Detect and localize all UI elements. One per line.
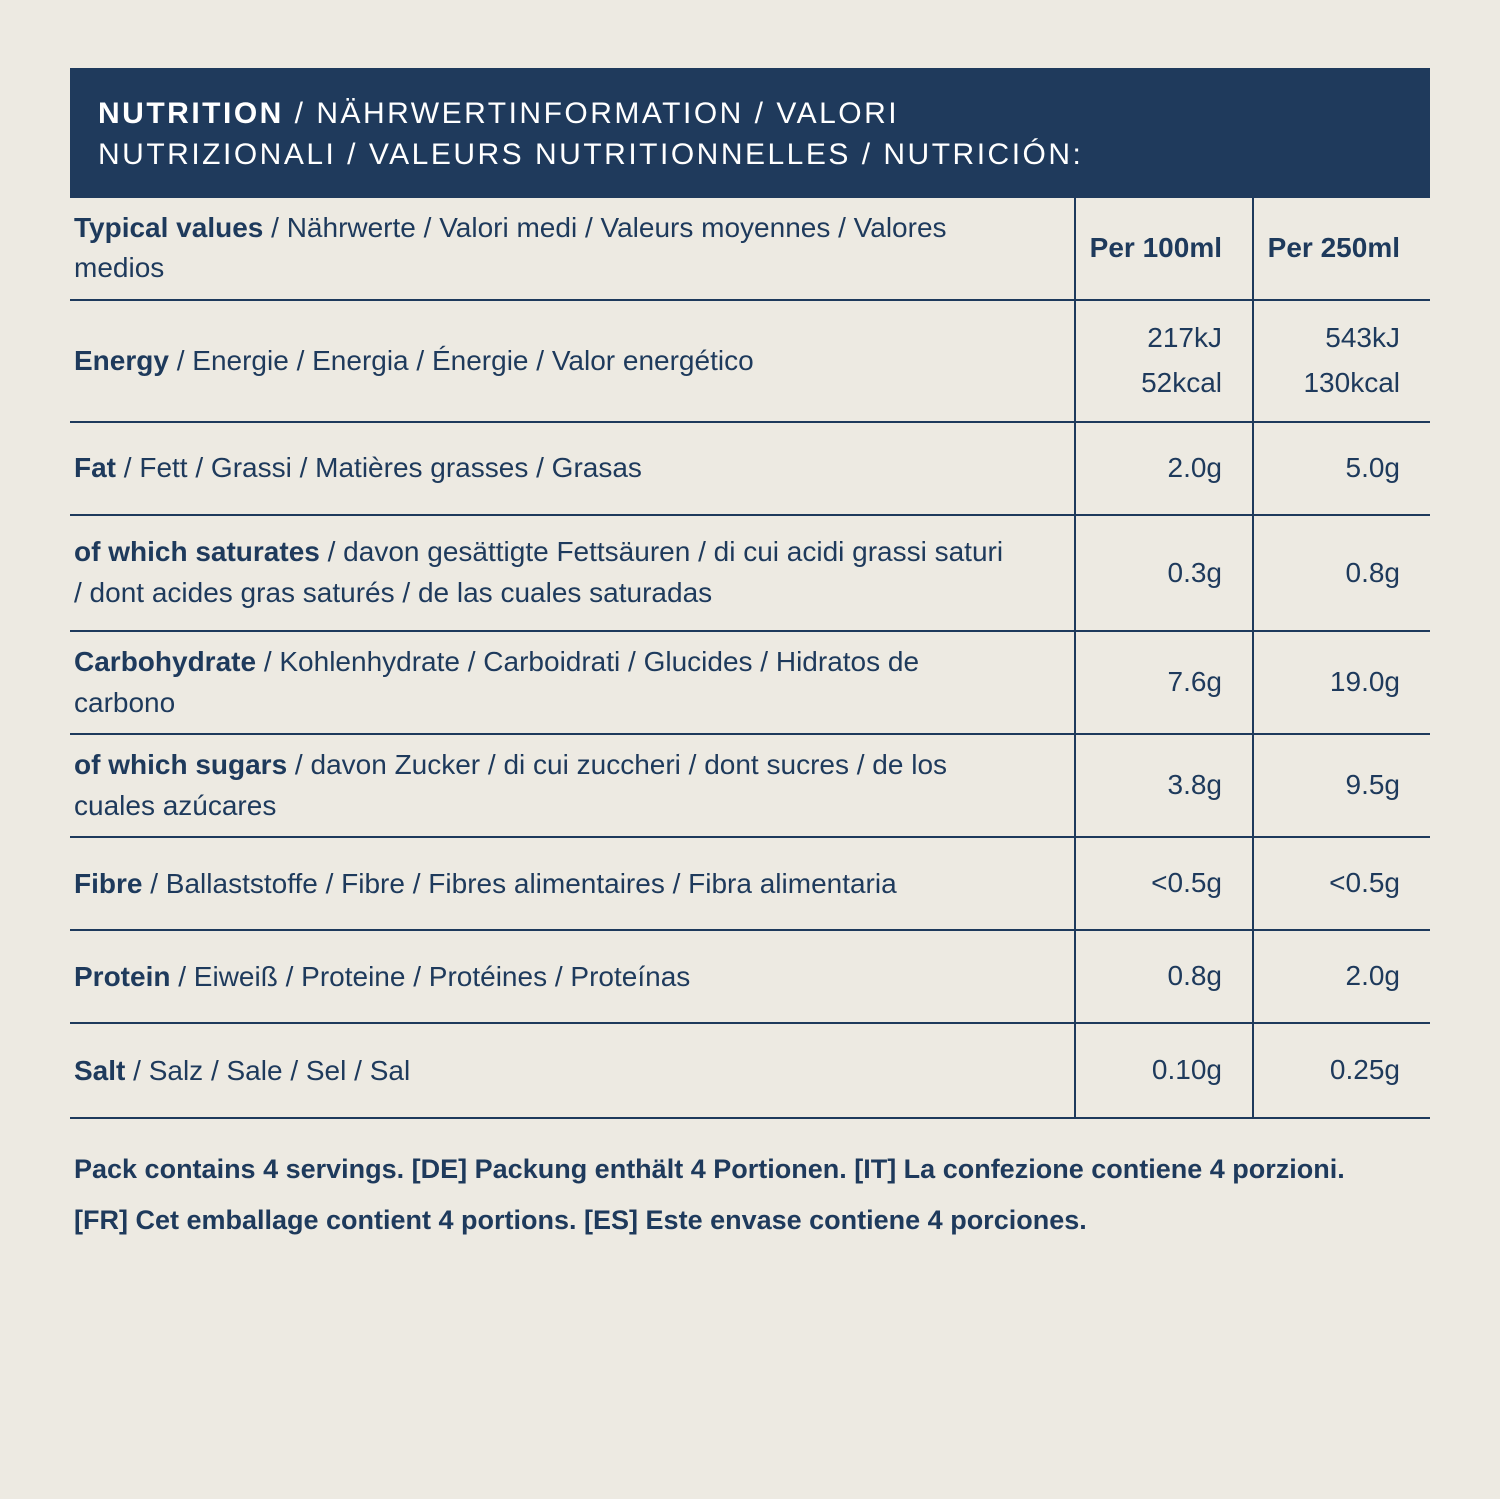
value-per250ml: 2.0g bbox=[1252, 931, 1430, 1023]
serving-note-line2: [FR] Cet emballage contient 4 portions. … bbox=[74, 1204, 1087, 1235]
value-per100ml: 7.6g bbox=[1074, 631, 1252, 734]
value-per100ml: 2.0g bbox=[1074, 422, 1252, 514]
serving-note-line1: Pack contains 4 servings. [DE] Packung e… bbox=[74, 1154, 1345, 1185]
serving-notes: Pack contains 4 servings. [DE] Packung e… bbox=[70, 1147, 1430, 1242]
row-label: Fibre / Ballaststoffe / Fibre / Fibres a… bbox=[74, 867, 897, 899]
value-per250ml: 0.25g bbox=[1252, 1024, 1430, 1118]
label-content: NUTRITION / NÄHRWERTINFORMATION / VALORI… bbox=[70, 68, 1430, 1248]
table-header-row: Typical values / Nährwerte / Valori medi… bbox=[70, 197, 1430, 301]
nutrition-title-bold: NUTRITION bbox=[98, 97, 284, 130]
row-label: Salt / Salz / Sale / Sel / Sal bbox=[74, 1054, 411, 1086]
table-row-fibre: Fibre / Ballaststoffe / Fibre / Fibres a… bbox=[70, 838, 1430, 932]
value-per100ml: 217kJ 52kcal bbox=[1074, 300, 1252, 421]
value-per250ml: <0.5g bbox=[1252, 838, 1430, 930]
value-per250ml: 0.8g bbox=[1252, 515, 1430, 630]
value-per250ml: 19.0g bbox=[1252, 631, 1430, 734]
header-label-bold: Typical values bbox=[74, 211, 264, 243]
row-label: Carbohydrate / Kohlenhydrate / Carboidra… bbox=[74, 645, 920, 718]
column-header-per100ml: Per 100ml bbox=[1074, 197, 1252, 299]
value-per250ml: 5.0g bbox=[1252, 422, 1430, 514]
value-per100ml: <0.5g bbox=[1074, 838, 1252, 930]
row-label: Fat / Fett / Grassi / Matières grasses /… bbox=[74, 452, 642, 484]
value-per250ml: 9.5g bbox=[1252, 735, 1430, 837]
column-header-per250ml: Per 250ml bbox=[1252, 197, 1430, 299]
nutrition-header-bar: NUTRITION / NÄHRWERTINFORMATION / VALORI… bbox=[70, 68, 1430, 198]
row-label: Protein / Eiweiß / Proteine / Protéines … bbox=[74, 960, 691, 992]
table-row-protein: Protein / Eiweiß / Proteine / Protéines … bbox=[70, 931, 1430, 1025]
value-per100ml: 0.8g bbox=[1074, 931, 1252, 1023]
table-row-saturates: of which saturates / davon gesättigte Fe… bbox=[70, 515, 1430, 632]
header-label: Typical values / Nährwerte / Valori medi… bbox=[70, 198, 1074, 299]
value-per250ml: 543kJ 130kcal bbox=[1252, 300, 1430, 421]
table-row-sugars: of which sugars / davon Zucker / di cui … bbox=[70, 735, 1430, 839]
value-per100ml: 0.10g bbox=[1074, 1024, 1252, 1118]
table-row-fat: Fat / Fett / Grassi / Matières grasses /… bbox=[70, 422, 1430, 516]
nutrition-title-rest: / NÄHRWERTINFORMATION / VALORI NUTRIZION… bbox=[98, 97, 1084, 172]
header-label-rest: / Nährwerte / Valori medi / Valeurs moye… bbox=[74, 211, 947, 284]
nutrition-table: Typical values / Nährwerte / Valori medi… bbox=[70, 197, 1430, 1120]
value-per100ml: 0.3g bbox=[1074, 515, 1252, 630]
table-row-energy: Energy / Energie / Energia / Énergie / V… bbox=[70, 300, 1430, 423]
row-label: Energy / Energie / Energia / Énergie / V… bbox=[74, 344, 754, 376]
value-per100ml: 3.8g bbox=[1074, 735, 1252, 837]
nutrition-title: NUTRITION / NÄHRWERTINFORMATION / VALORI… bbox=[98, 93, 1098, 176]
table-row-carbohydrate: Carbohydrate / Kohlenhydrate / Carboidra… bbox=[70, 631, 1430, 736]
row-label: of which sugars / davon Zucker / di cui … bbox=[74, 749, 948, 821]
row-label: of which saturates / davon gesättigte Fe… bbox=[74, 536, 1004, 608]
table-row-salt: Salt / Salz / Sale / Sel / Sal 0.10g 0.2… bbox=[70, 1024, 1430, 1120]
